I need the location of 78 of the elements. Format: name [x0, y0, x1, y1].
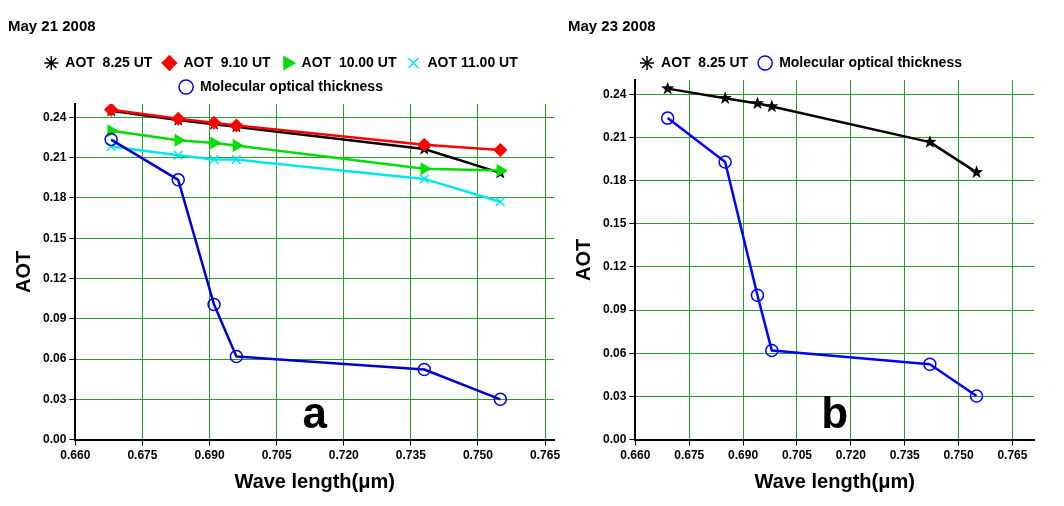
point: [209, 154, 220, 165]
y-tick-label: 0.00: [603, 431, 627, 446]
x-axis-title: Wave length(μm): [754, 469, 915, 492]
legend-label: Molecular optical thickness: [779, 53, 963, 70]
x-tick-label: 0.735: [395, 448, 427, 463]
legend-label: AOT 10.00 UT: [301, 53, 397, 70]
point: [210, 136, 221, 149]
point: [493, 143, 508, 157]
point: [419, 173, 430, 184]
x-tick-label: 0.765: [530, 448, 561, 463]
point: [207, 297, 221, 312]
point: [232, 139, 244, 152]
x-tick-label: 0.675: [127, 448, 158, 463]
annotation: b: [821, 387, 849, 437]
point: [493, 392, 508, 407]
x-tick-label: 0.750: [943, 448, 974, 463]
y-axis-title: AOT: [571, 238, 594, 281]
y-tick-label: 0.03: [603, 388, 627, 403]
y-tick-label: 0.18: [603, 173, 627, 187]
point: [106, 141, 117, 152]
x-tick-label: 0.705: [781, 448, 813, 463]
y-tick-label: 0.09: [43, 311, 67, 326]
y-tick-label: 0.03: [43, 391, 67, 406]
x-tick-label: 0.750: [462, 448, 494, 463]
point: [420, 162, 432, 175]
x-tick-label: 0.660: [620, 448, 651, 463]
point: [718, 91, 732, 104]
legend-label: AOT 9.10 UT: [183, 53, 271, 70]
y-tick-label: 0.15: [43, 230, 67, 245]
x-tick-label: 0.720: [835, 448, 867, 463]
x-tick-label: 0.720: [328, 448, 360, 463]
point: [765, 343, 779, 358]
x-tick-label: 0.735: [889, 448, 921, 463]
point: [229, 349, 244, 364]
x-tick-label: 0.675: [674, 448, 705, 463]
point: [750, 96, 765, 110]
point: [495, 196, 506, 207]
y-tick-label: 0.15: [603, 216, 627, 231]
point: [171, 173, 185, 187]
point: [718, 155, 732, 169]
point: [923, 135, 937, 148]
point: [969, 165, 984, 179]
point: [661, 81, 675, 95]
y-tick-label: 0.24: [43, 109, 67, 124]
point: [660, 111, 675, 125]
point: [174, 134, 185, 147]
point: [765, 99, 779, 113]
y-tick-label: 0.18: [43, 190, 67, 205]
x-tick-label: 0.705: [261, 448, 292, 463]
y-tick-label: 0.21: [43, 150, 67, 165]
x-tick-label: 0.690: [194, 448, 225, 463]
chart-title: May 21 2008: [8, 17, 96, 35]
legend-label: AOT 11.00 UT: [427, 53, 519, 70]
y-tick-label: 0.21: [603, 129, 627, 144]
x-axis-title: Wave length(μm): [234, 469, 395, 492]
y-tick-label: 0.06: [603, 345, 627, 360]
y-tick-label: 0.06: [43, 351, 67, 366]
point: [923, 357, 937, 371]
legend-label: AOT 8.25 UT: [65, 53, 153, 70]
point: [104, 132, 118, 147]
y-tick-label: 0.12: [43, 270, 67, 285]
y-tick-label: 0.12: [603, 259, 627, 274]
x-tick-label: 0.690: [728, 448, 759, 463]
x-tick-label: 0.660: [60, 448, 91, 463]
point: [417, 362, 432, 377]
point: [969, 389, 984, 403]
legend-label: AOT 8.25 UT: [661, 53, 749, 70]
chart-title: May 23 2008: [568, 17, 656, 35]
y-tick-label: 0.24: [603, 86, 627, 101]
point: [231, 154, 242, 165]
x-tick-label: 0.765: [997, 448, 1028, 463]
y-tick-label: 0.09: [603, 302, 627, 317]
y-axis-title: AOT: [11, 250, 34, 293]
annotation: a: [302, 387, 328, 437]
point: [173, 150, 184, 161]
y-tick-label: 0.00: [43, 431, 67, 446]
point: [750, 288, 765, 303]
legend-label: Molecular optical thickness: [200, 77, 384, 94]
